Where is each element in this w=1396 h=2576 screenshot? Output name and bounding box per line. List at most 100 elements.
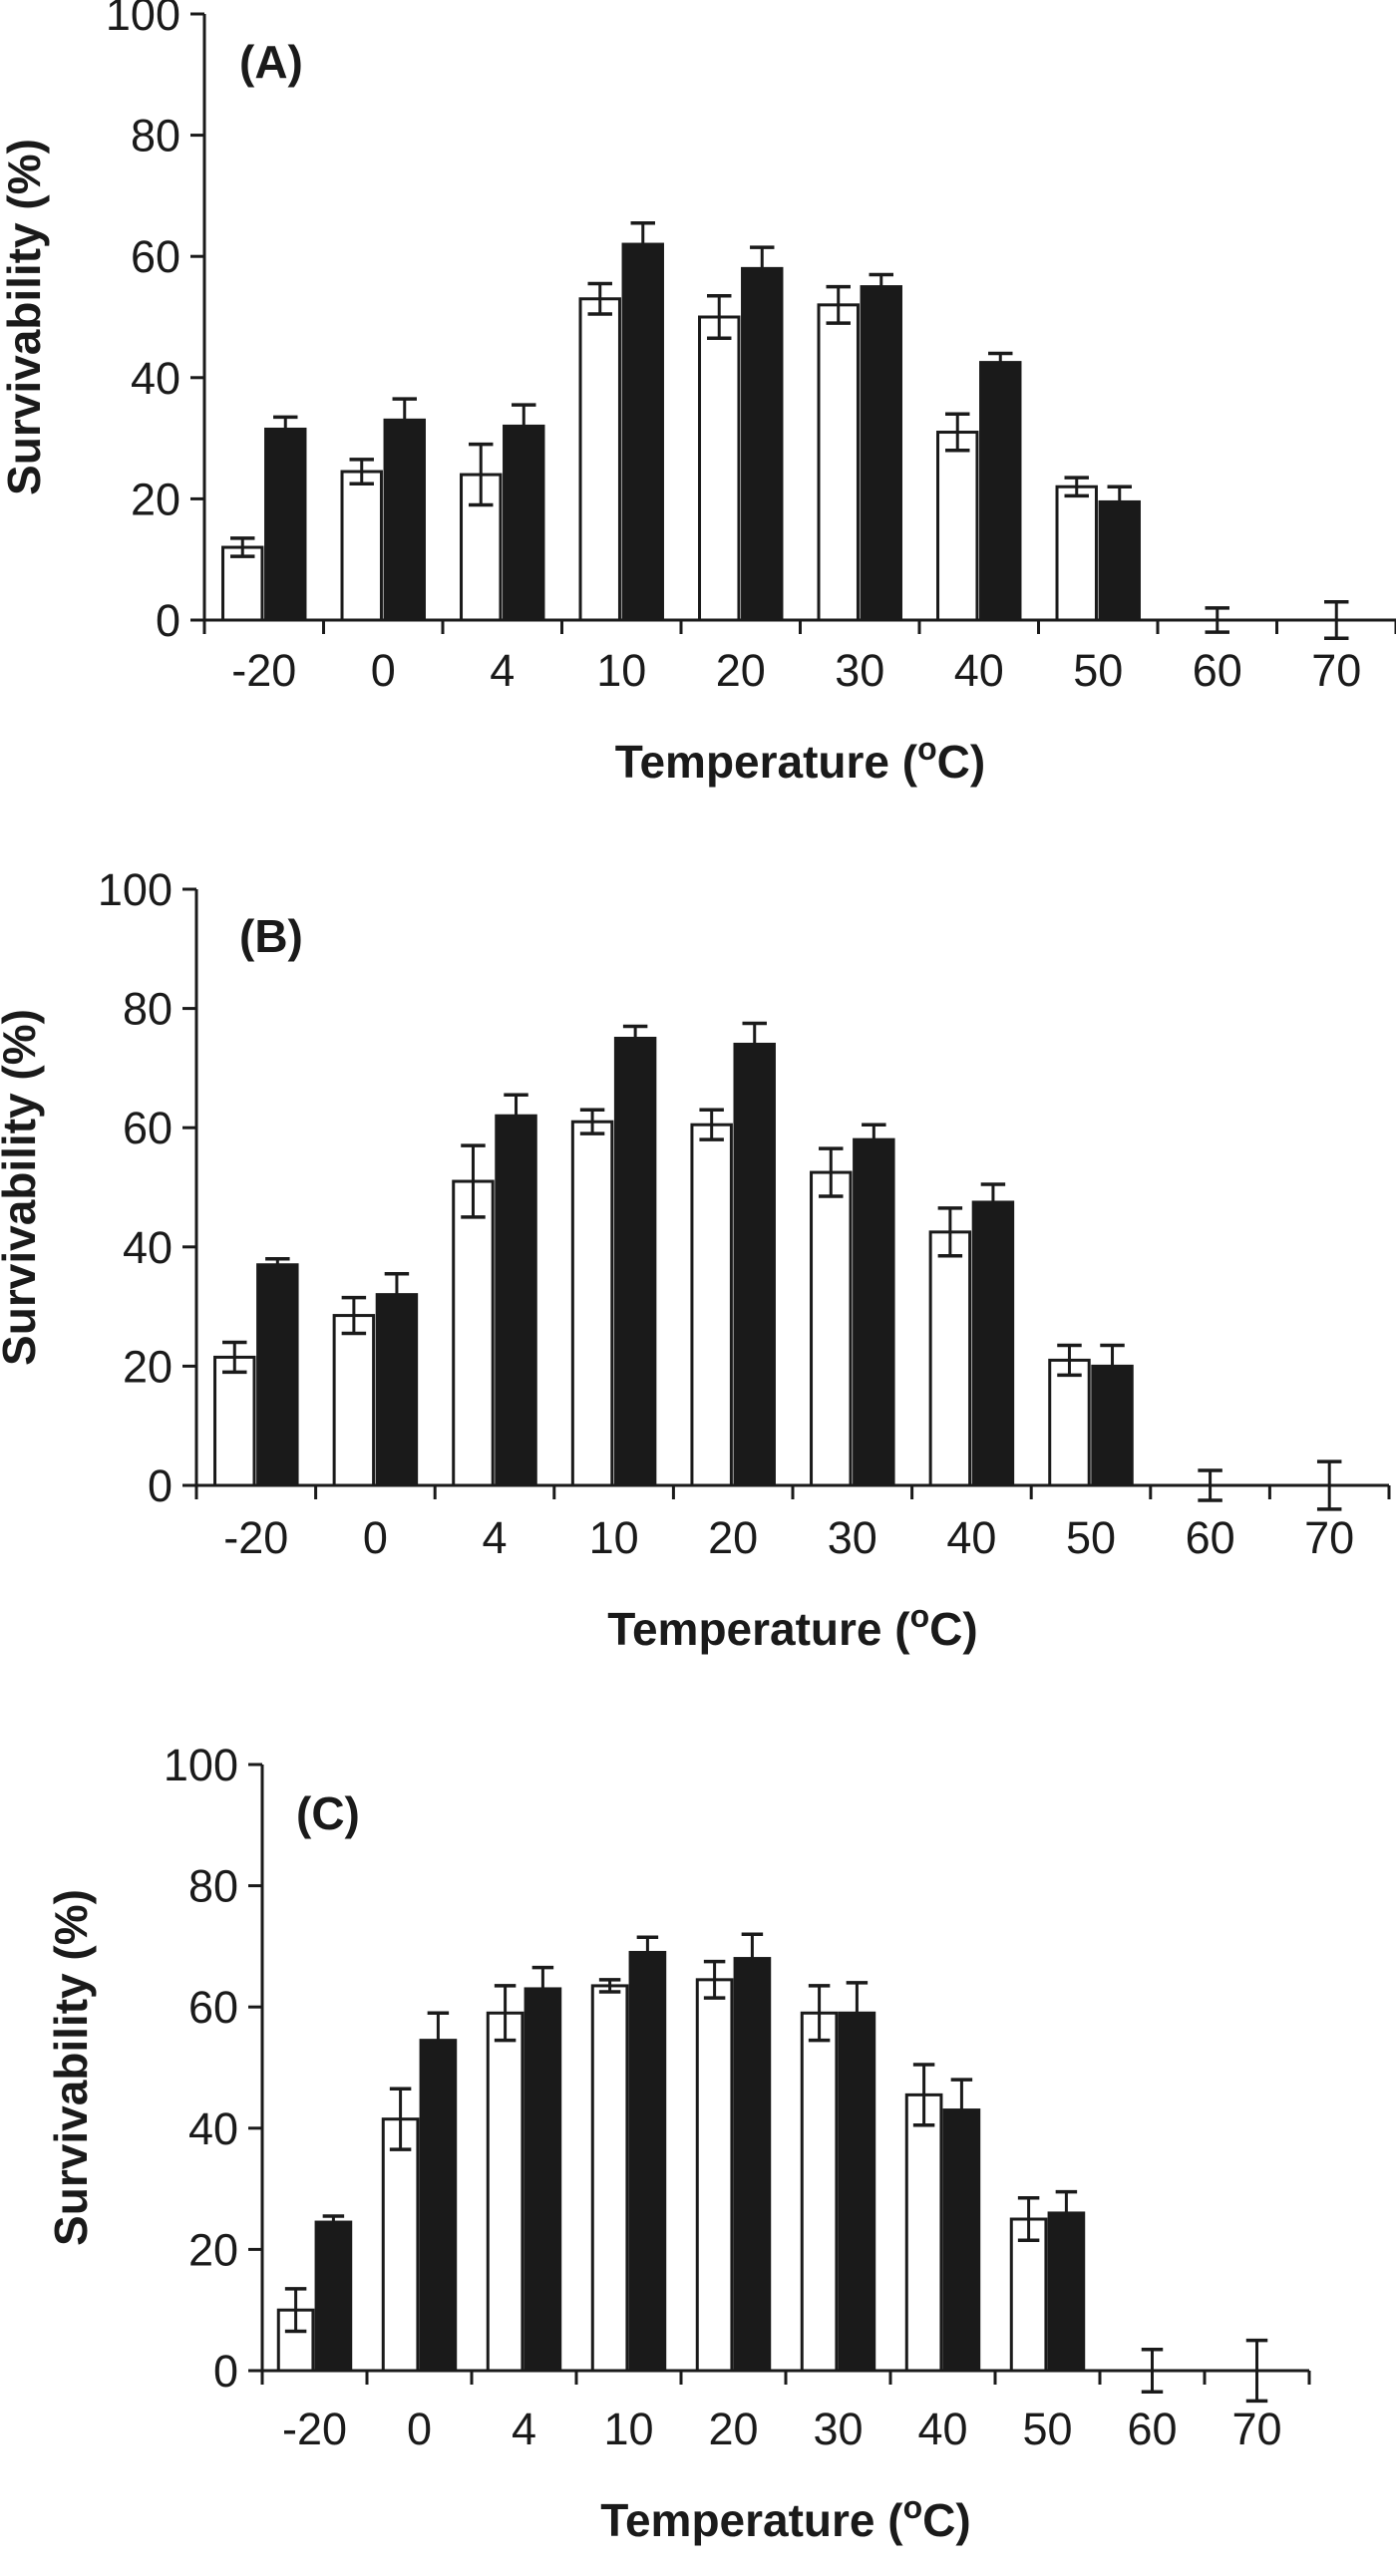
- y-axis-title: Survivability (%): [45, 1889, 97, 2246]
- panel-label: (C): [296, 1787, 360, 1839]
- x-axis-title-superscript: o: [917, 731, 937, 767]
- x-axis-title: Temperature (oC): [615, 731, 985, 788]
- filled-bar: [419, 2039, 458, 2373]
- y-axis-title: Survivability (%): [0, 1009, 45, 1366]
- x-tick-label: 50: [1022, 2404, 1072, 2454]
- y-tick-label: 40: [123, 1222, 173, 1273]
- open-bar: [690, 1123, 733, 1487]
- y-tick-label: 60: [131, 231, 180, 282]
- x-tick-label: 40: [946, 1512, 996, 1563]
- x-tick-label: -20: [231, 645, 296, 696]
- y-tick-label: 80: [188, 1861, 238, 1912]
- filled-bar: [613, 1037, 657, 1487]
- filled-bar: [524, 1987, 562, 2373]
- open-bar: [800, 2011, 839, 2373]
- filled-bar: [1098, 499, 1141, 622]
- x-axis-title-unit: C): [937, 736, 986, 788]
- filled-bar: [375, 1293, 419, 1487]
- x-tick-label: 0: [407, 2404, 432, 2454]
- open-bar: [381, 2117, 420, 2373]
- x-tick-label: 20: [708, 1512, 758, 1563]
- x-tick-label: -20: [223, 1512, 288, 1563]
- panel-b: 0 20 40 60 80 100 -20 0 4 10 20 30 40 50 60 70 (B) Surviv…: [0, 864, 1391, 1655]
- open-bar: [936, 431, 979, 622]
- open-bar: [332, 1314, 376, 1487]
- x-tick-label: 50: [1073, 645, 1123, 696]
- x-tick-label: 10: [596, 645, 646, 696]
- open-bar: [213, 1355, 256, 1487]
- y-tick-label: 0: [156, 595, 180, 646]
- panel-a: 0 20 40 60 80 100 -20 0 4 10 20 30 40 50 60 70 (A) Surviv…: [0, 0, 1396, 788]
- open-bar: [578, 297, 621, 622]
- filled-bar: [853, 1137, 895, 1487]
- filled-bar: [942, 2108, 981, 2373]
- y-tick-label: 20: [131, 474, 180, 524]
- filled-bar: [971, 1200, 1015, 1487]
- x-tick-label: 20: [716, 645, 766, 696]
- x-axis-title-superscript: o: [903, 2489, 923, 2525]
- x-axis-title: Temperature (oC): [600, 2489, 970, 2546]
- y-tick-label: 0: [148, 1460, 173, 1511]
- x-axis-title-main: Temperature (: [600, 2494, 903, 2546]
- y-tick-label: 100: [106, 0, 180, 40]
- y-tick-label: 100: [98, 864, 173, 915]
- filled-bar: [495, 1114, 537, 1487]
- open-bar: [698, 315, 741, 622]
- y-tick-label: 80: [131, 111, 180, 161]
- open-bar: [486, 2011, 524, 2373]
- open-bar: [810, 1170, 853, 1487]
- filled-bar: [383, 418, 426, 622]
- filled-bar: [256, 1263, 299, 1487]
- filled-bar: [628, 1950, 667, 2373]
- filled-bar: [838, 2011, 876, 2373]
- filled-bar: [621, 242, 664, 622]
- x-tick-label: 10: [589, 1512, 639, 1563]
- filled-bar: [860, 285, 902, 622]
- panel-label: (B): [239, 910, 303, 962]
- x-tick-label: 10: [603, 2404, 653, 2454]
- filled-bar: [503, 424, 545, 622]
- x-axis-title-superscript: o: [910, 1598, 930, 1634]
- y-tick-label: 60: [123, 1103, 173, 1153]
- filled-bar: [733, 1042, 776, 1487]
- y-tick-label: 20: [188, 2224, 238, 2275]
- filled-bar: [741, 266, 784, 622]
- open-bar: [817, 303, 860, 622]
- x-tick-label: 0: [371, 645, 396, 696]
- x-axis-title-main: Temperature (: [607, 1603, 910, 1655]
- y-tick-label: 0: [213, 2346, 238, 2397]
- filled-bar: [979, 361, 1022, 622]
- filled-bar: [264, 427, 307, 622]
- panel-label: (A): [239, 36, 303, 88]
- filled-bar: [1047, 2211, 1086, 2373]
- x-tick-label: 70: [1231, 2404, 1281, 2454]
- y-tick-label: 40: [131, 353, 180, 404]
- y-tick-label: 80: [123, 984, 173, 1035]
- x-tick-label: 50: [1066, 1512, 1116, 1563]
- y-tick-label: 60: [188, 1982, 238, 2033]
- filled-bar: [733, 1957, 772, 2373]
- x-tick-label: 20: [708, 2404, 758, 2454]
- open-bar: [221, 545, 264, 622]
- y-tick-label: 40: [188, 2103, 238, 2154]
- y-axis-title: Survivability (%): [0, 139, 50, 495]
- y-tick-label: 100: [164, 1740, 238, 1790]
- x-tick-label: 60: [1186, 1512, 1235, 1563]
- x-tick-label: 70: [1304, 1512, 1354, 1563]
- x-tick-label: 4: [482, 1512, 507, 1563]
- open-bar: [928, 1230, 972, 1487]
- x-axis-title-unit: C): [922, 2494, 971, 2546]
- open-bar: [1048, 1358, 1091, 1487]
- y-tick-label: 20: [123, 1341, 173, 1392]
- x-tick-label: 0: [363, 1512, 388, 1563]
- x-tick-label: 30: [828, 1512, 877, 1563]
- filled-bar: [1091, 1364, 1134, 1487]
- x-tick-label: 30: [835, 645, 884, 696]
- x-tick-label: 40: [917, 2404, 967, 2454]
- x-tick-label: 4: [512, 2404, 536, 2454]
- x-tick-label: 4: [490, 645, 515, 696]
- open-bar: [695, 1978, 734, 2373]
- open-bar: [570, 1120, 614, 1487]
- x-tick-label: 60: [1193, 645, 1242, 696]
